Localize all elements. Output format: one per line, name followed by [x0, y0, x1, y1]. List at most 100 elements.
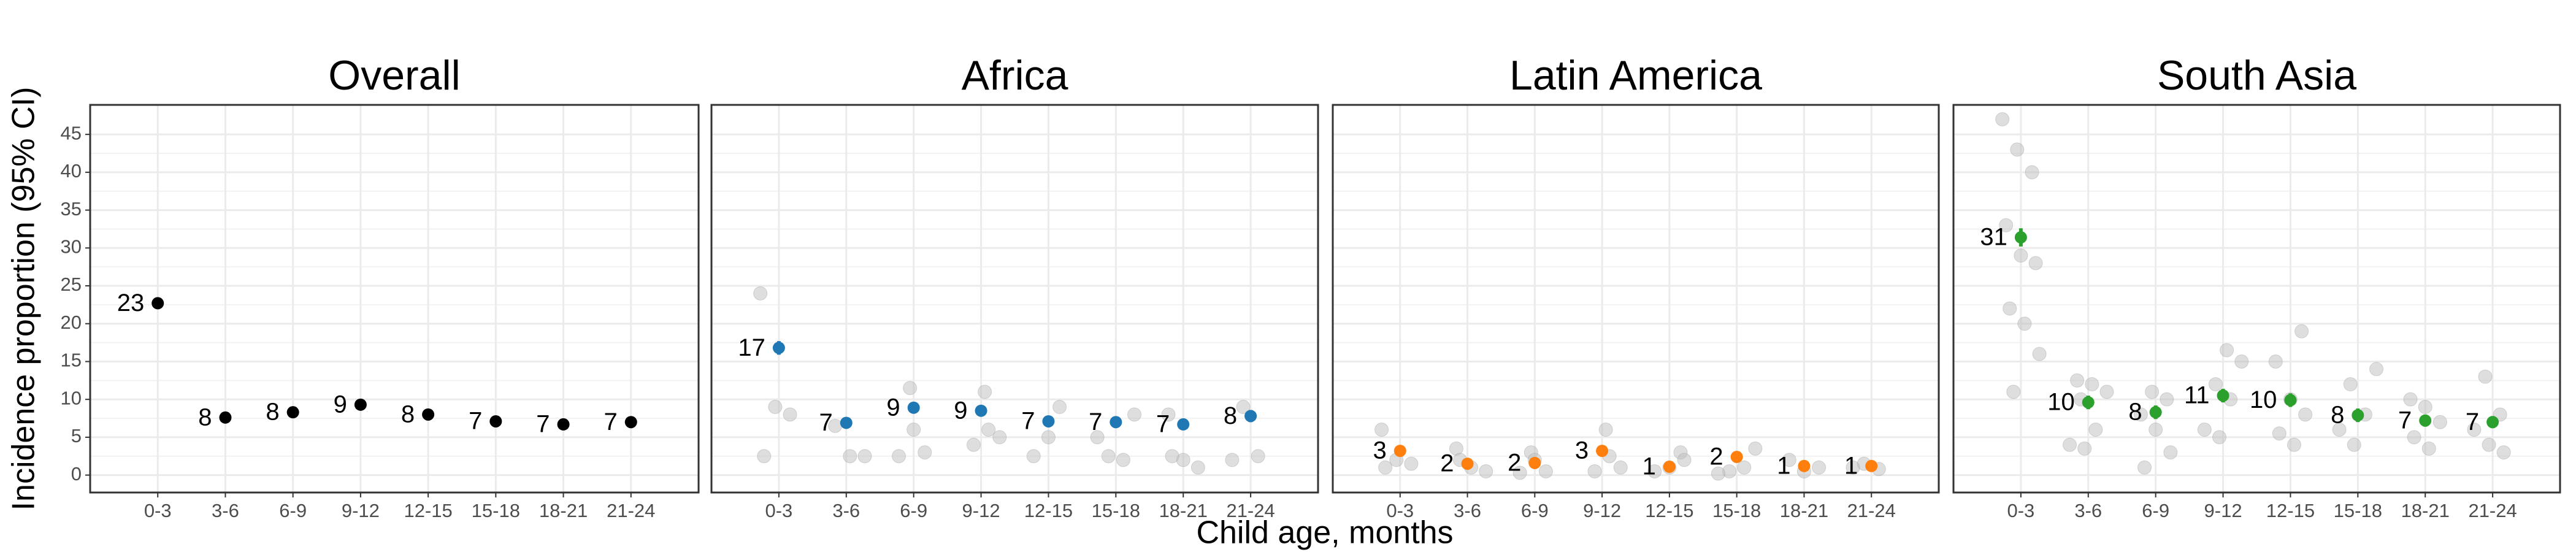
- x-tick-label: 15-18: [1092, 500, 1140, 521]
- cohort-point: [2332, 423, 2347, 437]
- point: [286, 406, 299, 419]
- panel-title: Overall: [328, 52, 460, 99]
- cohort-point: [768, 400, 783, 415]
- cohort-point: [903, 381, 918, 396]
- point: [2352, 409, 2364, 422]
- x-tick-label: 9-12: [2204, 500, 2242, 521]
- point: [1461, 458, 1474, 470]
- point: [2284, 394, 2297, 407]
- cohort-point: [2014, 248, 2028, 263]
- value-label: 7: [819, 409, 833, 436]
- point: [1798, 459, 1811, 472]
- cohort-point: [2025, 165, 2039, 180]
- value-label: 7: [2466, 408, 2479, 435]
- point: [1042, 415, 1055, 427]
- cohort-point: [1052, 400, 1067, 415]
- cohort-point: [1041, 430, 1056, 445]
- value-label: 9: [954, 397, 967, 424]
- cohort-point: [2496, 445, 2511, 460]
- cohort-point: [753, 286, 768, 301]
- x-tick-label: 9-12: [962, 500, 1000, 521]
- cohort-point: [1101, 449, 1116, 464]
- cohort-point: [2197, 423, 2212, 437]
- value-label: 7: [604, 408, 618, 435]
- value-label: 23: [117, 289, 145, 316]
- cohort-point: [2467, 423, 2482, 437]
- value-label: 8: [266, 399, 279, 426]
- cohort-point: [1404, 456, 1419, 471]
- value-label: 2: [1508, 449, 1521, 476]
- value-label: 2: [1440, 450, 1454, 477]
- point: [772, 342, 785, 355]
- point: [2419, 414, 2432, 427]
- value-label: 1: [1844, 452, 1858, 479]
- cohort-point: [2418, 400, 2432, 415]
- y-tick-label: 5: [71, 425, 82, 447]
- value-label: 8: [401, 401, 415, 427]
- cohort-point: [981, 423, 996, 437]
- cohort-point: [1378, 460, 1393, 475]
- y-axis-label: Incidence proportion (95% CI): [6, 87, 42, 511]
- cohort-point: [2085, 377, 2099, 391]
- cohort-point: [2347, 437, 2361, 452]
- cohort-point: [992, 430, 1007, 445]
- y-tick-label: 40: [61, 160, 82, 182]
- point: [975, 404, 987, 417]
- point: [624, 416, 637, 429]
- x-tick-label: 3-6: [212, 500, 239, 521]
- point: [1596, 445, 1609, 458]
- value-label: 2: [1709, 443, 1723, 470]
- point: [907, 401, 920, 414]
- cohort-point: [1190, 460, 1205, 475]
- cohort-point: [2407, 430, 2421, 445]
- cohort-point: [2432, 415, 2447, 429]
- cohort-point: [2149, 423, 2163, 437]
- cohort-point: [2421, 441, 2436, 456]
- cohort-point: [1737, 460, 1752, 475]
- cohort-point: [966, 437, 981, 452]
- value-label: 8: [2331, 402, 2344, 429]
- x-tick-label: 18-21: [2401, 500, 2450, 521]
- cohort-point: [2403, 392, 2418, 407]
- cohort-point: [2298, 407, 2313, 422]
- cohort-point: [1613, 460, 1628, 475]
- panel-border: [710, 104, 1319, 494]
- panel-border: [1332, 104, 1940, 494]
- cohort-point: [1090, 430, 1105, 445]
- x-tick-label: 12-15: [1024, 500, 1073, 521]
- cohort-point: [891, 449, 906, 464]
- cohort-point: [2137, 460, 2152, 475]
- x-tick-label: 0-3: [144, 500, 172, 521]
- value-label: 10: [2250, 386, 2277, 413]
- cohort-point: [1116, 453, 1130, 467]
- cohort-point: [1748, 441, 1763, 456]
- y-tick-label: 45: [61, 122, 82, 144]
- x-tick-label: 18-21: [1159, 500, 1208, 521]
- cohort-point: [757, 449, 772, 464]
- cohort-point: [2482, 437, 2496, 452]
- point: [219, 411, 232, 424]
- cohort-point: [1812, 460, 1827, 475]
- cohort-point: [2003, 301, 2017, 316]
- cohort-point: [1782, 453, 1796, 467]
- x-tick-label: 3-6: [832, 500, 860, 521]
- cohort-point: [2070, 373, 2085, 388]
- x-tick-label: 21-24: [607, 500, 655, 521]
- cohort-point: [1677, 453, 1692, 467]
- y-tick-label: 10: [61, 387, 82, 408]
- cohort-point: [918, 445, 932, 460]
- cohort-point: [2032, 347, 2047, 361]
- point: [151, 297, 164, 310]
- cohort-point: [1165, 449, 1179, 464]
- cohort-point: [1251, 449, 1265, 464]
- point: [1177, 418, 1190, 431]
- cohort-point: [2208, 377, 2223, 391]
- value-label: 1: [1777, 452, 1790, 479]
- value-label: 7: [536, 410, 550, 437]
- cohort-point: [2343, 377, 2358, 391]
- x-tick-label: 0-3: [2007, 500, 2034, 521]
- x-tick-label: 3-6: [2074, 500, 2102, 521]
- value-label: 7: [2398, 407, 2412, 434]
- point: [2486, 416, 2499, 429]
